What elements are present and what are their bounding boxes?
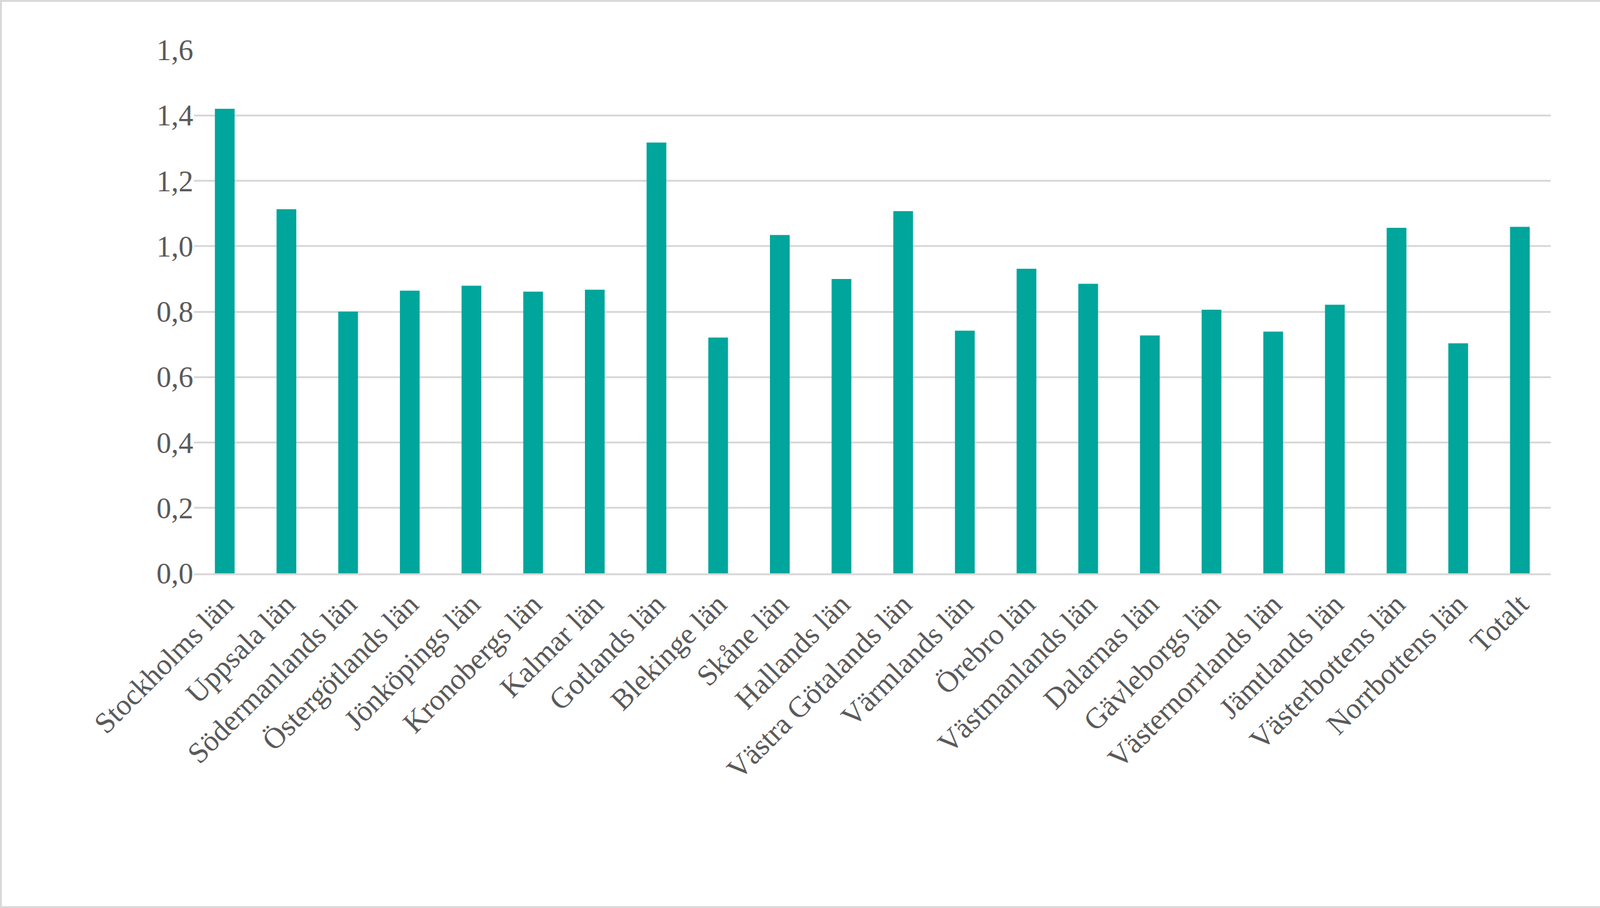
svg-text:Örebro län: Örebro län — [928, 587, 1042, 701]
svg-text:Västmanlands län: Västmanlands län — [931, 587, 1103, 760]
svg-text:Västerbottens län: Västerbottens län — [1243, 587, 1412, 756]
svg-text:Västernorrlands län: Västernorrlands län — [1101, 587, 1289, 775]
svg-text:1,6: 1,6 — [156, 33, 194, 67]
svg-text:Kronobergs län: Kronobergs län — [396, 587, 548, 740]
svg-text:Gotlands län: Gotlands län — [542, 587, 672, 717]
svg-text:Dalarnas län: Dalarnas län — [1036, 587, 1165, 716]
svg-text:Blekinge län: Blekinge län — [604, 587, 733, 717]
svg-text:0,8: 0,8 — [156, 295, 194, 329]
svg-text:1,4: 1,4 — [156, 99, 194, 132]
svg-text:Totalt: Totalt — [1463, 587, 1536, 660]
svg-text:0,0: 0,0 — [156, 557, 194, 591]
svg-text:Skåne län: Skåne län — [689, 587, 795, 692]
svg-text:Kalmar län: Kalmar län — [493, 587, 610, 704]
svg-text:Östergötlands län: Östergötlands län — [256, 587, 425, 757]
svg-text:Norrbottens län: Norrbottens län — [1319, 587, 1473, 741]
svg-text:Gävleborgs län: Gävleborgs län — [1077, 587, 1227, 737]
svg-text:Jämtlands län: Jämtlands län — [1212, 587, 1350, 725]
svg-text:1,0: 1,0 — [156, 230, 194, 264]
svg-text:Västra Götalands län: Västra Götalands län — [720, 587, 919, 786]
svg-text:Stockholms län: Stockholms län — [87, 587, 240, 740]
svg-text:0,4: 0,4 — [156, 426, 194, 460]
svg-text:0,2: 0,2 — [156, 492, 194, 525]
svg-text:1,2: 1,2 — [156, 165, 194, 198]
svg-text:Södermanlands län: Södermanlands län — [181, 587, 363, 770]
svg-text:Hallands län: Hallands län — [728, 587, 857, 716]
svg-text:Värmlands län: Värmlands län — [834, 587, 980, 733]
svg-text:Jönköpings län: Jönköpings län — [337, 587, 487, 736]
svg-text:Uppsala län: Uppsala län — [179, 587, 302, 710]
svg-text:0,6: 0,6 — [156, 360, 194, 394]
